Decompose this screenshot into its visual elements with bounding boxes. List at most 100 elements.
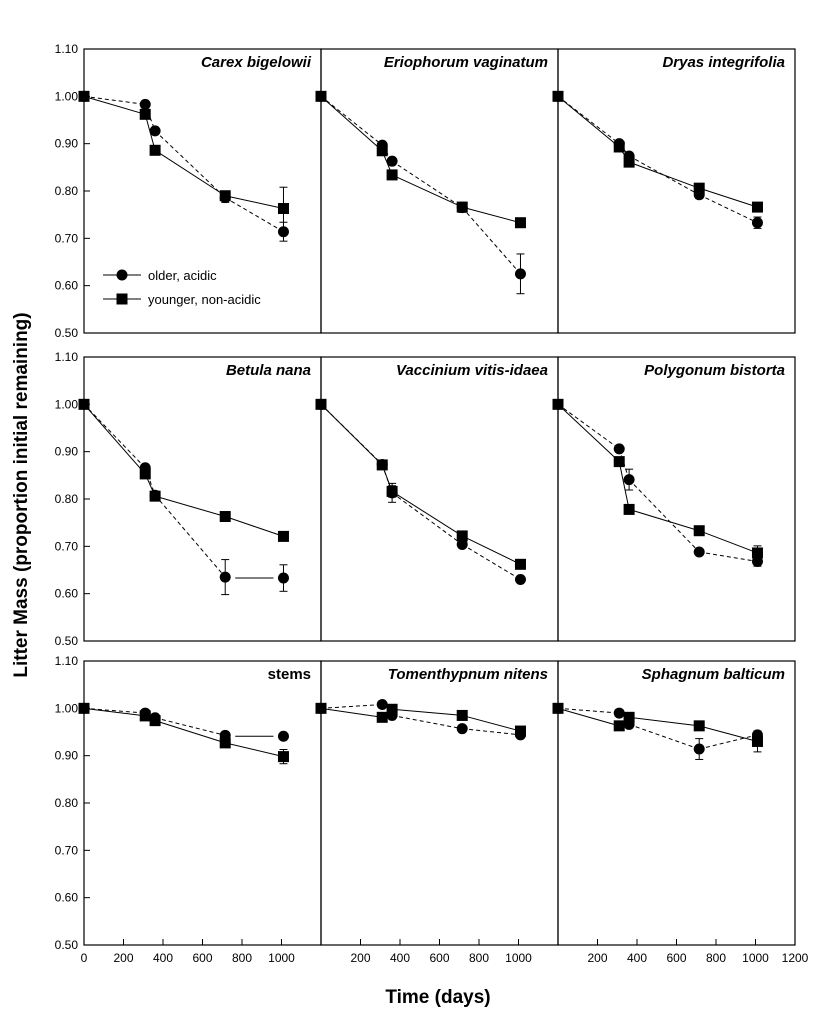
data-point-square (514, 558, 526, 570)
data-point-circle (613, 443, 625, 455)
x-tick-label: 600 (666, 951, 686, 965)
data-point-square (376, 711, 388, 723)
series-line-segment (224, 197, 284, 233)
series-line-segment (154, 720, 226, 744)
data-point-circle (277, 730, 289, 742)
data-point-circle (376, 699, 388, 711)
data-point-square (149, 715, 161, 727)
panel-frame (83, 48, 322, 334)
data-point-square (693, 182, 705, 194)
data-point-circle (386, 155, 398, 167)
series-line-segment (83, 95, 146, 115)
data-point-square (751, 201, 763, 213)
y-tick-label: 1.00 (55, 397, 79, 411)
y-tick-label: 0.70 (55, 843, 79, 857)
series-line-segment (557, 95, 620, 145)
series-line-segment (391, 491, 463, 537)
series-line-segment (391, 174, 463, 208)
y-tick-label: 0.50 (55, 938, 79, 952)
x-tick-label: 1000 (268, 951, 295, 965)
series-line-segment (462, 728, 521, 736)
panel-frame (320, 660, 559, 946)
series-line-segment (392, 708, 463, 716)
x-tick-label: 200 (113, 951, 133, 965)
data-point-square (219, 190, 231, 202)
y-tick-label: 0.70 (55, 539, 79, 553)
data-point-square (149, 490, 161, 502)
data-point-square (623, 711, 635, 723)
y-tick-label: 0.80 (55, 492, 79, 506)
series-line-segment (699, 551, 758, 562)
x-tick-label: 1000 (742, 951, 769, 965)
data-point-square (456, 201, 468, 213)
series-line-segment (699, 734, 758, 750)
series-line-segment (628, 479, 700, 553)
y-tick-label: 1.10 (55, 42, 79, 56)
data-point-circle (514, 268, 526, 280)
panel-frame (557, 356, 796, 642)
panel-title: Carex bigelowii (201, 54, 312, 71)
data-point-circle (613, 707, 625, 719)
series-line-segment (320, 707, 383, 718)
x-tick-label: 200 (350, 951, 370, 965)
y-tick-label: 0.90 (55, 749, 79, 763)
series-line-segment (699, 187, 758, 208)
data-point-square (315, 90, 327, 102)
x-tick-label: 1000 (505, 951, 532, 965)
series-line-segment (557, 403, 620, 462)
y-tick-label: 0.90 (55, 137, 79, 151)
panel-8: 200 400 600 800 1000 Tomenthypnum nitens (315, 660, 559, 965)
data-point-circle (219, 571, 231, 583)
series-line-segment (83, 403, 146, 469)
data-point-square (219, 511, 231, 523)
panel-frame (83, 356, 322, 642)
data-point-square (139, 468, 151, 480)
series-line-segment (461, 544, 521, 580)
data-point-circle (149, 125, 161, 137)
y-tick-label: 0.50 (55, 326, 79, 340)
series-line-segment (320, 704, 383, 709)
y-tick-label: 1.00 (55, 701, 79, 715)
series-line-segment (320, 95, 383, 146)
x-tick-label: 400 (627, 951, 647, 965)
data-point-square (376, 145, 388, 157)
data-point-circle (693, 546, 705, 558)
x-tick-label: 800 (232, 951, 252, 965)
y-tick-label: 0.80 (55, 796, 79, 810)
series-line-segment (144, 114, 156, 151)
y-tick-label: 0.90 (55, 445, 79, 459)
x-tick-label: 800 (469, 951, 489, 965)
data-point-square (613, 141, 625, 153)
data-point-square (277, 530, 289, 542)
data-point-circle (277, 226, 289, 238)
data-point-square (613, 456, 625, 468)
series-line-segment (699, 530, 758, 554)
panel-title: Polygonum bistorta (644, 362, 785, 379)
panel-7: 0.50 0.60 0.70 0.80 0.90 1.00 1.10 0 200 400 600 80… (55, 654, 322, 965)
x-tick-label: 600 (192, 951, 212, 965)
series-line-segment (225, 195, 284, 210)
y-tick-label: 0.70 (55, 231, 79, 245)
data-point-circle (514, 573, 526, 585)
data-point-square (78, 398, 90, 410)
panel-title: Tomenthypnum nitens (388, 666, 548, 683)
x-tick-label: 600 (429, 951, 449, 965)
data-point-square (552, 398, 564, 410)
series-line-segment (225, 742, 284, 758)
series-line-segment (462, 714, 521, 732)
series-line-segment (154, 149, 226, 197)
data-point-square (693, 525, 705, 537)
series-line-segment (628, 161, 700, 189)
series-line-segment (83, 404, 146, 475)
series-line-segment (628, 723, 700, 750)
data-point-square (376, 459, 388, 471)
data-point-square (552, 702, 564, 714)
data-point-square (514, 217, 526, 229)
data-point-square (623, 156, 635, 168)
panel-frame (320, 356, 559, 642)
x-tick-label: 800 (706, 951, 726, 965)
series-line-segment (154, 717, 226, 736)
panel-5: Vaccinium vitis-idaea (315, 356, 559, 642)
data-point-square (751, 547, 763, 559)
